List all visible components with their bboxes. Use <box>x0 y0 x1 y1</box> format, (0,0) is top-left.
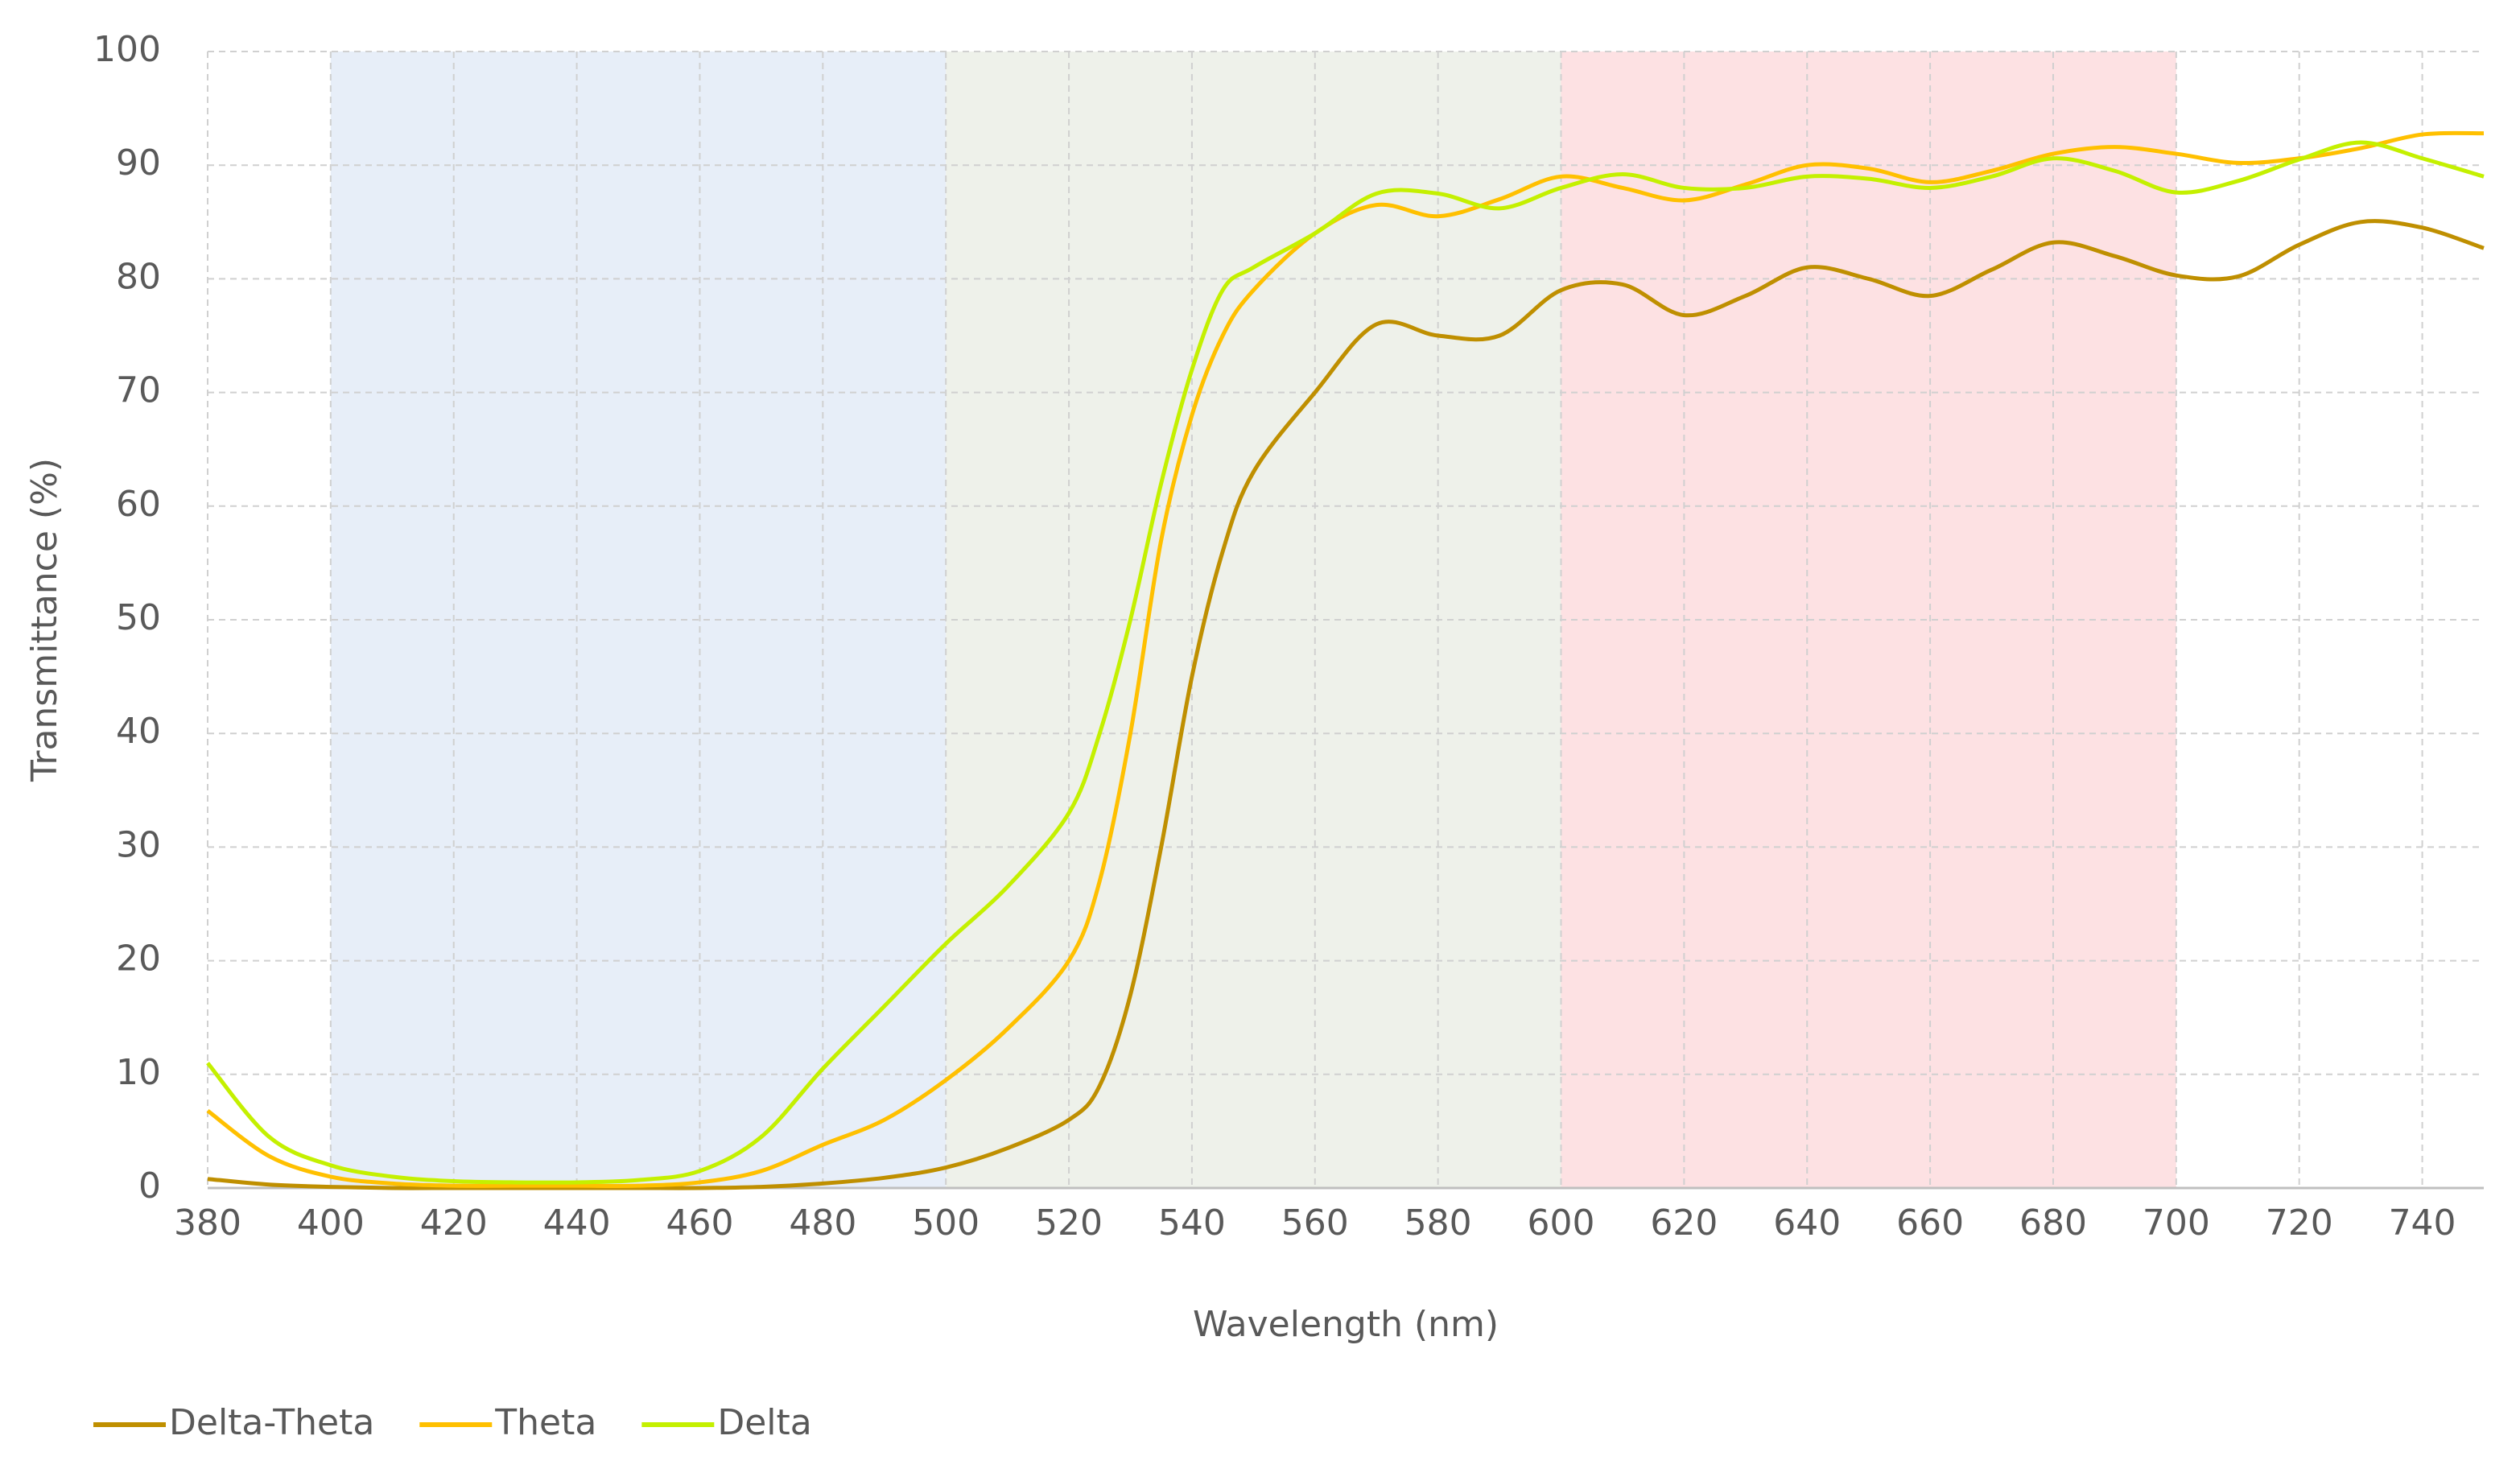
x-tick-label: 400 <box>297 1203 365 1244</box>
x-tick-label: 380 <box>174 1203 241 1244</box>
wavelength-band <box>946 52 1561 1188</box>
y-tick-label: 10 <box>116 1052 161 1093</box>
y-axis-title: Transmittance (%) <box>24 458 65 782</box>
x-tick-label: 520 <box>1035 1203 1103 1244</box>
series-line <box>206 140 2485 1185</box>
x-tick-label: 680 <box>2019 1203 2087 1244</box>
x-tick-label: 620 <box>1650 1203 1718 1244</box>
y-tick-label: 30 <box>116 824 161 865</box>
y-tick-label: 40 <box>116 711 161 752</box>
x-tick-label: 740 <box>2389 1203 2456 1244</box>
x-tick-label: 660 <box>1896 1203 1964 1244</box>
x-tick-label: 500 <box>912 1203 980 1244</box>
x-axis-title: Wavelength (nm) <box>1193 1304 1499 1345</box>
legend-label: Delta <box>717 1402 811 1443</box>
x-tick-label: 420 <box>420 1203 488 1244</box>
x-tick-label: 540 <box>1158 1203 1226 1244</box>
x-tick-label: 560 <box>1281 1203 1349 1244</box>
y-tick-label: 0 <box>138 1165 161 1207</box>
x-tick-label: 440 <box>543 1203 611 1244</box>
series-line <box>206 130 2485 1188</box>
x-tick-label: 480 <box>789 1203 856 1244</box>
legend-label: Theta <box>494 1402 596 1443</box>
y-tick-label: 60 <box>116 484 161 525</box>
y-tick-label: 100 <box>93 29 161 70</box>
y-tick-label: 80 <box>116 256 161 297</box>
x-tick-label: 460 <box>666 1203 733 1244</box>
legend-label: Delta-Theta <box>169 1402 374 1443</box>
y-tick-label: 90 <box>116 142 161 184</box>
y-tick-label: 70 <box>116 370 161 411</box>
x-tick-label: 700 <box>2143 1203 2210 1244</box>
x-tick-label: 580 <box>1404 1203 1472 1244</box>
x-tick-label: 640 <box>1773 1203 1841 1244</box>
x-tick-label: 720 <box>2266 1203 2333 1244</box>
series-line <box>207 219 2485 1190</box>
y-tick-label: 50 <box>116 597 161 638</box>
y-tick-label: 20 <box>116 939 161 980</box>
x-tick-label: 600 <box>1528 1203 1595 1244</box>
